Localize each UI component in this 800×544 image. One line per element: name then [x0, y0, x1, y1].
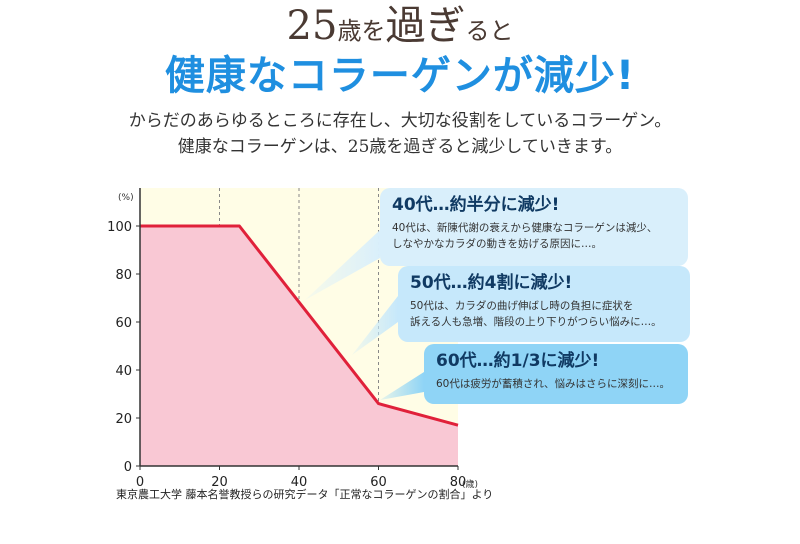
callout-pointer-60s — [380, 372, 424, 400]
headline-number: 25 — [286, 3, 338, 49]
headline-age-unit: 歳 — [337, 17, 362, 45]
lead-text-line2: 健康なコラーゲンは、25歳を過ぎると減少していきます。 — [177, 137, 623, 157]
collagen-line — [140, 224, 459, 427]
callout-60s-body: 60代は疲労が蓄積され、悩みはさらに深刻に…。 — [436, 376, 676, 392]
callout-50s-title: 50代…約4割に減少! — [410, 273, 573, 293]
callout-60s: 60代…約1/3に減少! 60代は疲労が蓄積され、悩みはさらに深刻に…。 — [424, 344, 688, 404]
callout-50s-body-line2: 訴える人も急増、階段の上り下りがつらい悩みに…。 — [410, 316, 662, 328]
y-tick-label: 60 — [115, 316, 132, 331]
x-tick-label: 20 — [211, 475, 228, 490]
headline-verb-end: る — [465, 17, 490, 45]
callout-50s: 50代…約4割に減少! 50代は、カラダの曲げ伸ばし時の負担に症状を 訴える人も… — [398, 266, 690, 342]
callout-50s-body: 50代は、カラダの曲げ伸ばし時の負担に症状を 訴える人も急増、階段の上り下りがつ… — [410, 298, 678, 330]
y-axis-unit: (%) — [118, 193, 134, 203]
callout-40s: 40代…約半分に減少! 40代は、新陳代謝の衰えから健康なコラーゲンは減少、 し… — [380, 188, 688, 266]
headline-line1: 25歳を過ぎると — [0, 0, 800, 57]
callout-pointer-40s — [305, 230, 380, 300]
source-note: 東京農工大学 藤本名誉教授らの研究データ「正常なコラーゲンの割合」より — [116, 488, 494, 501]
x-tick-label: 60 — [370, 475, 387, 490]
callout-40s-title: 40代…約半分に減少! — [392, 195, 560, 215]
callout-40s-body: 40代は、新陳代謝の衰えから健康なコラーゲンは減少、 しなやかなカラダの動きを妨… — [392, 220, 676, 252]
x-tick-label: 0 — [136, 475, 144, 490]
callout-40s-body-line2: しなやかなカラダの動きを妨げる原因に…。 — [392, 238, 602, 250]
callout-40s-body-line1: 40代は、新陳代謝の衰えから健康なコラーゲンは減少、 — [392, 222, 658, 234]
headline-verb: 過ぎ — [385, 3, 466, 49]
x-axis-unit: (歳) — [462, 478, 478, 490]
x-tick-label: 40 — [291, 475, 308, 490]
collagen-area — [140, 226, 458, 466]
y-tick-label: 40 — [115, 364, 132, 379]
callout-50s-body-line1: 50代は、カラダの曲げ伸ばし時の負担に症状を — [410, 300, 634, 312]
callout-60s-body-line1: 60代は疲労が蓄積され、悩みはさらに深刻に…。 — [436, 378, 670, 390]
x-tick-label: 80 — [450, 475, 467, 490]
y-tick-label: 100 — [107, 220, 132, 235]
headline-end: と — [489, 17, 514, 45]
headline-line2: 健康なコラーゲンが減少! — [164, 53, 636, 99]
callout-pointer-50s — [352, 296, 398, 355]
headline-particle: を — [361, 17, 386, 45]
y-tick-label: 0 — [124, 460, 132, 475]
y-tick-label: 80 — [115, 268, 132, 283]
callout-60s-title: 60代…約1/3に減少! — [436, 351, 600, 371]
lead-text-line1: からだのあらゆるところに存在し、大切な役割をしているコラーゲン。 — [128, 111, 672, 131]
y-tick-label: 20 — [115, 412, 132, 427]
